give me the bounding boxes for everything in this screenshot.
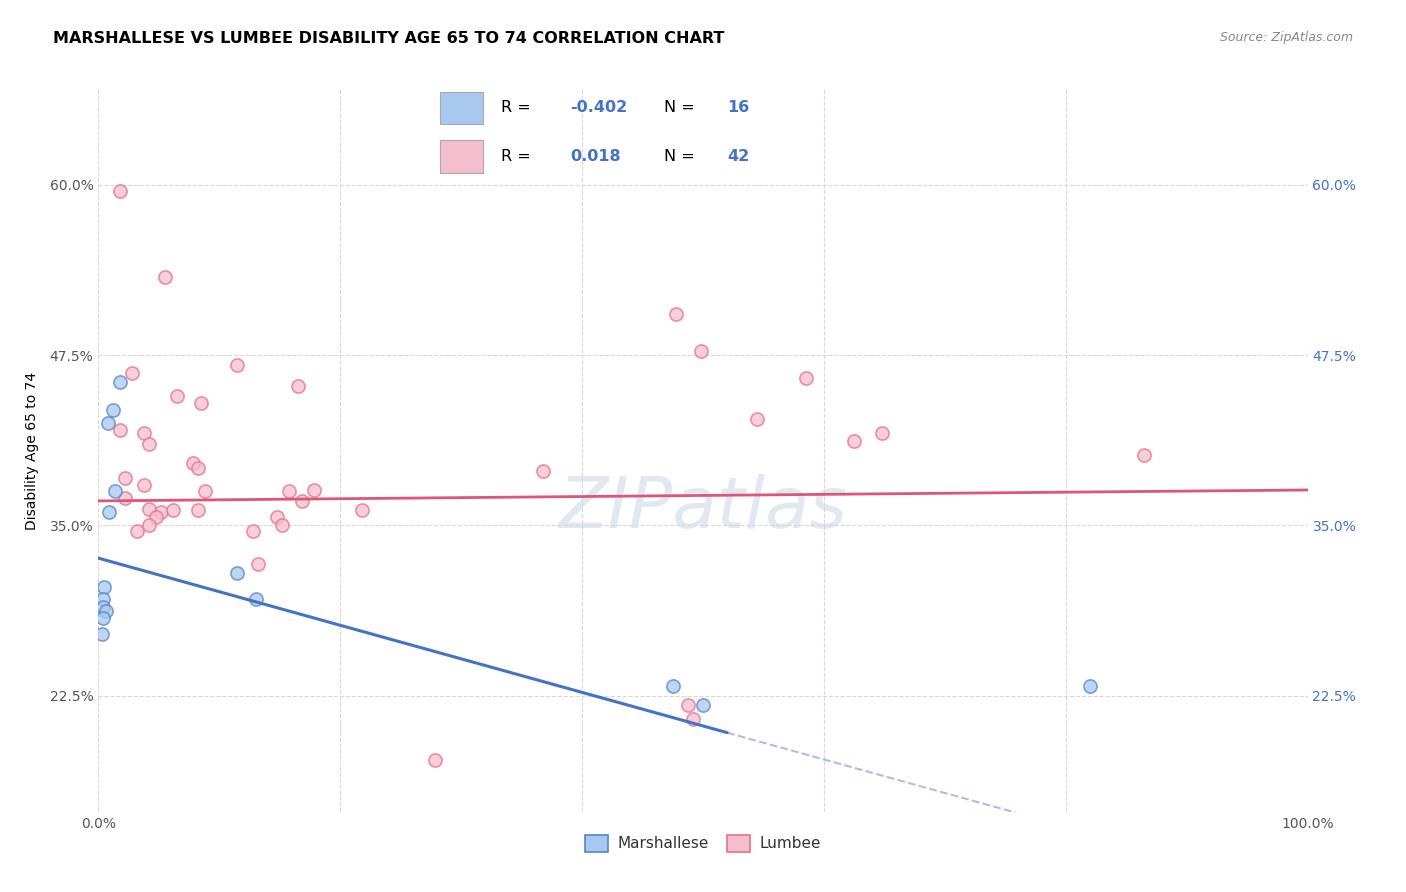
Point <box>794 371 817 385</box>
Point <box>682 712 704 726</box>
Text: MARSHALLESE VS LUMBEE DISABILITY AGE 65 TO 74 CORRELATION CHART: MARSHALLESE VS LUMBEE DISABILITY AGE 65 … <box>53 31 725 46</box>
Point <box>181 456 204 470</box>
Point <box>108 376 131 390</box>
Point <box>226 358 249 372</box>
Point <box>97 416 120 430</box>
Point <box>138 502 160 516</box>
Y-axis label: Disability Age 65 to 74: Disability Age 65 to 74 <box>24 371 38 530</box>
Point <box>1078 679 1101 693</box>
Point <box>278 484 301 499</box>
Point <box>166 389 188 403</box>
Point <box>91 627 114 641</box>
Text: 42: 42 <box>727 149 749 164</box>
Point <box>121 366 143 380</box>
Text: N =: N = <box>664 101 695 115</box>
Point <box>114 471 136 485</box>
Point <box>138 518 160 533</box>
Point <box>689 343 711 358</box>
Point <box>108 185 131 199</box>
Point <box>150 505 173 519</box>
Point <box>242 524 264 538</box>
Point <box>134 425 156 440</box>
Point <box>134 477 156 491</box>
Legend: Marshallese, Lumbee: Marshallese, Lumbee <box>579 829 827 858</box>
Point <box>127 524 149 538</box>
FancyBboxPatch shape <box>440 140 482 173</box>
Point <box>94 604 117 618</box>
Point <box>190 396 212 410</box>
Point <box>692 698 714 713</box>
Text: 0.018: 0.018 <box>571 149 621 164</box>
Point <box>91 611 114 625</box>
Text: R =: R = <box>502 101 531 115</box>
Point <box>747 412 769 426</box>
Point <box>287 379 309 393</box>
Text: 16: 16 <box>727 101 749 115</box>
Point <box>93 580 115 594</box>
Point <box>665 307 688 321</box>
Point <box>91 600 114 615</box>
Point <box>302 483 325 497</box>
Point <box>290 494 312 508</box>
Text: -0.402: -0.402 <box>571 101 627 115</box>
Point <box>145 510 167 524</box>
Point <box>350 503 373 517</box>
Text: N =: N = <box>664 149 695 164</box>
Point <box>266 510 288 524</box>
Point <box>844 434 866 448</box>
Point <box>1133 448 1156 462</box>
Point <box>187 461 209 475</box>
Text: Source: ZipAtlas.com: Source: ZipAtlas.com <box>1219 31 1353 45</box>
Point <box>108 423 131 437</box>
Point <box>226 566 249 581</box>
Point <box>423 753 446 767</box>
Point <box>104 484 127 499</box>
Text: R =: R = <box>502 149 531 164</box>
Point <box>661 679 683 693</box>
Point <box>245 592 267 607</box>
Point <box>91 592 114 607</box>
Point <box>271 518 294 533</box>
Text: ZIPatlas: ZIPatlas <box>558 474 848 542</box>
Point <box>98 505 121 519</box>
Point <box>101 402 124 417</box>
Point <box>194 484 217 499</box>
Point <box>162 503 184 517</box>
Point <box>870 425 893 440</box>
Point <box>114 491 136 505</box>
Point <box>531 464 554 478</box>
Point <box>247 557 270 571</box>
Point <box>678 698 700 713</box>
Point <box>187 503 209 517</box>
FancyBboxPatch shape <box>440 92 482 124</box>
Point <box>153 270 176 285</box>
Point <box>138 436 160 450</box>
